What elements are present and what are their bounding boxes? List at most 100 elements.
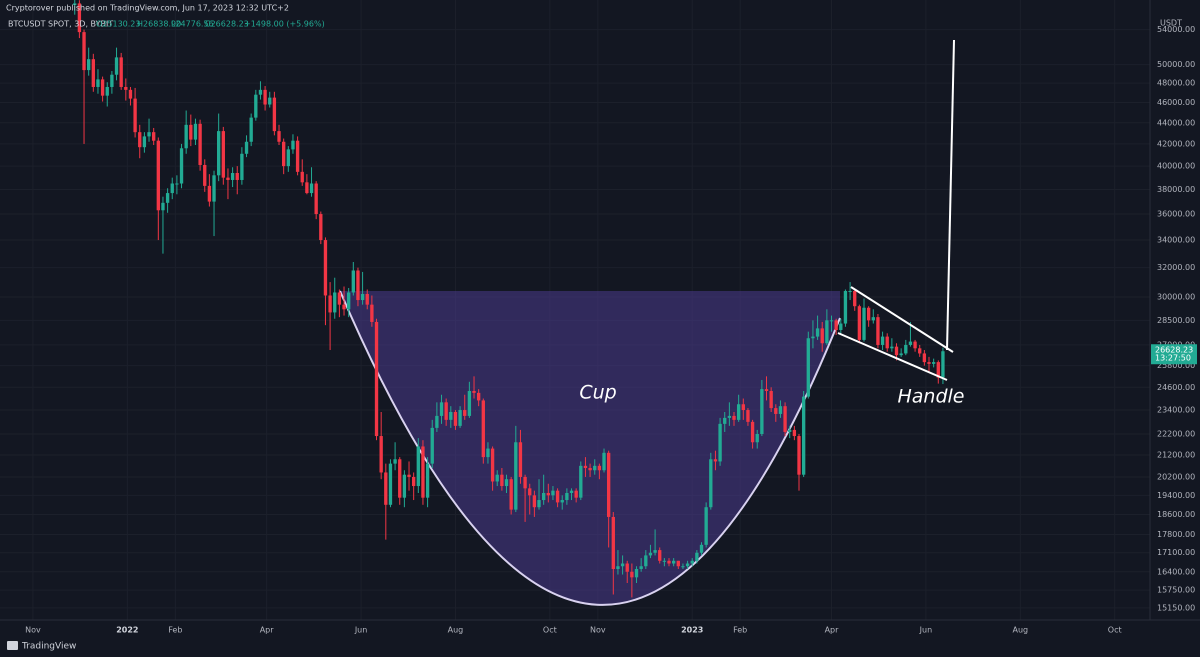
candle-body [509,479,513,510]
candle-body [783,406,787,432]
y-tick-label: 24600.00 [1157,383,1195,392]
y-tick-label: 50000.00 [1157,60,1195,69]
candle-body [179,148,184,184]
candle-body [411,476,416,487]
candle-body [904,344,908,354]
candle-body [333,292,337,313]
candle-body [156,140,160,211]
x-tick-label: Feb [168,626,182,635]
candle-body [685,563,690,567]
candle-body [249,117,253,142]
candle-body [281,141,286,167]
candle-body [918,348,922,354]
candle-body [91,59,95,87]
candle-body [305,182,309,194]
candle-body [894,346,899,356]
candle-body [797,436,801,475]
candle-body [189,124,193,140]
candle-body [300,171,304,183]
candle-body [147,132,151,137]
candle-body [755,433,759,443]
y-tick-label: 17800.00 [1157,530,1195,539]
candle-body [128,89,133,99]
candle-body [648,552,653,556]
candle-body [908,341,913,345]
handle-label: Handle [897,386,964,408]
candle-body [161,202,165,211]
candle-body [532,495,537,508]
candle-body [769,391,773,409]
candle-body [342,304,346,310]
candle-body [439,402,444,416]
y-tick-label: 42000.00 [1157,139,1195,148]
candle-body [133,98,137,133]
y-tick-label: 36000.00 [1157,210,1195,219]
candle-body [356,270,360,301]
candle-body [490,448,495,482]
candle-body [569,490,574,493]
candle-body [472,391,476,393]
y-tick-label: 16400.00 [1157,567,1195,576]
y-axis: 15150.00 15750.00 16400.00 17100.00 17800.00… [1157,25,1195,612]
candle-body [565,492,569,501]
x-tick-label: Jun [919,626,933,635]
candle-body [922,353,927,363]
candle-body [639,566,643,569]
publisher-note: Cryptorover published on TradingView.com… [6,4,289,13]
candle-body [528,488,532,496]
x-tick-label: 2023 [681,626,703,635]
y-tick-label: 46000.00 [1157,98,1195,107]
candle-body [500,474,504,487]
symbol: BTCUSDT SPOT, 3D, BYBIT [8,20,113,29]
candle-body [351,270,355,293]
candle-body [890,346,894,349]
y-tick-label: 44000.00 [1157,118,1195,127]
candle-body [402,474,407,498]
candle-body [774,408,778,414]
candle-body [286,149,290,167]
candle-body [658,550,662,561]
candle-body [207,185,212,202]
candle-body [829,320,834,322]
candle-body [435,415,439,428]
y-tick-label: 17100.00 [1157,548,1195,557]
y-tick-label: 22200.00 [1157,429,1195,438]
candle-body [272,97,277,132]
candle-body [105,86,109,96]
candle-body [606,452,611,517]
candle-body [425,463,430,498]
y-tick-label: 15750.00 [1157,586,1195,595]
candle-body [801,396,806,475]
candle-body [825,320,829,344]
candle-body [662,560,667,562]
y-tick-label: 18600.00 [1157,510,1195,519]
candle-body [268,97,272,105]
candle-body [463,410,467,416]
candle-body [319,214,323,241]
change-label: +1498.00 (+5.96%) [244,20,325,29]
candle-body [476,392,481,401]
handle-lines [837,39,955,381]
candle-body [458,410,462,426]
price-axis [1150,0,1200,620]
price-tag-box [1151,344,1197,365]
candle-body [523,476,527,489]
candle-body [709,459,713,508]
candle-body [741,404,745,411]
candle-body [407,474,411,477]
candle-body [277,131,281,142]
candle-body [175,183,179,185]
candle-body [880,336,885,345]
candle-body [514,442,518,510]
brand-logo [7,641,18,650]
candle-body [537,500,541,508]
candle-body [625,563,629,572]
candle-body [699,544,704,553]
candle-body [444,402,448,420]
candle-body [611,516,615,569]
price-tag-countdown: 13:27:50 [1155,354,1191,363]
candle-body [806,338,810,397]
candle-body [630,571,634,578]
candle-body [713,459,718,462]
candle-body [746,410,750,422]
